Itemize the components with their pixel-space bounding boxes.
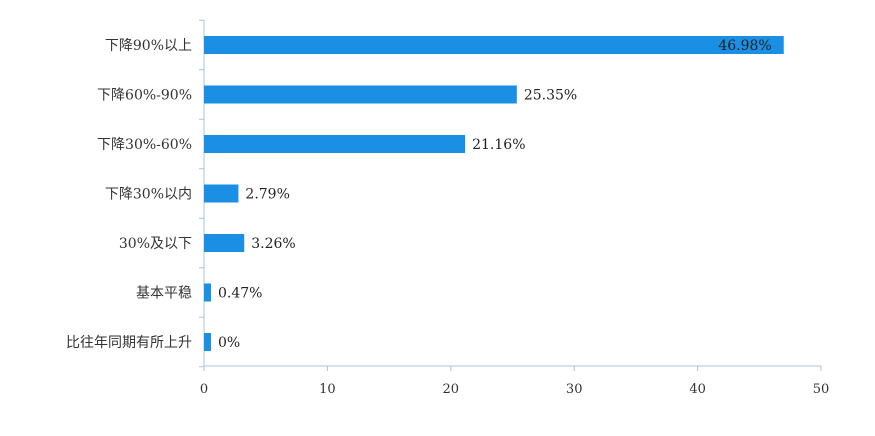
data-label: 3.26% bbox=[251, 236, 295, 252]
chart-axes: 0 10 20 30 40 50 bbox=[199, 19, 830, 397]
x-tick-label: 20 bbox=[443, 382, 460, 397]
category-label: 下降60%-90% bbox=[97, 88, 192, 104]
category-label: 比往年同期有所上升 bbox=[66, 335, 192, 351]
data-label: 2.79% bbox=[245, 187, 289, 203]
x-tick-label: 40 bbox=[689, 382, 706, 397]
data-label: 46.98% bbox=[718, 38, 771, 54]
x-tick-label: 0 bbox=[200, 382, 208, 397]
category-label: 下降30%以内 bbox=[105, 187, 192, 203]
bar bbox=[204, 333, 211, 351]
chart-labels: 下降90%以上 46.98% 下降60%-90% 25.35% 下降30%-60% 21.… bbox=[66, 38, 772, 351]
x-tick-label: 10 bbox=[319, 382, 336, 397]
data-label: 25.35% bbox=[524, 88, 577, 104]
data-label: 21.16% bbox=[472, 137, 525, 153]
category-label: 30%及以下 bbox=[119, 236, 192, 252]
category-label: 下降30%-60% bbox=[97, 137, 192, 153]
bar bbox=[204, 85, 517, 104]
bar bbox=[204, 283, 211, 302]
bar bbox=[204, 135, 466, 153]
data-label: 0% bbox=[218, 335, 240, 351]
bar bbox=[204, 234, 245, 252]
x-tick-label: 30 bbox=[566, 382, 583, 397]
x-tick-label: 50 bbox=[813, 382, 830, 397]
bar bbox=[204, 184, 239, 203]
category-label: 下降90%以上 bbox=[105, 38, 192, 54]
chart-bars bbox=[204, 36, 784, 351]
data-label: 0.47% bbox=[218, 286, 262, 302]
bar bbox=[204, 36, 784, 54]
category-label: 基本平稳 bbox=[136, 285, 192, 302]
